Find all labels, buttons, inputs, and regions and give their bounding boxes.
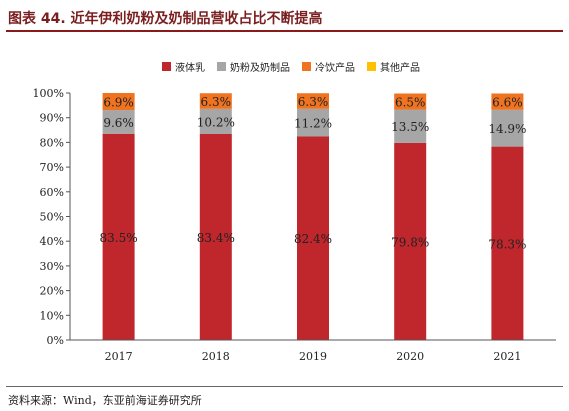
- y-tick-label: 0%: [47, 334, 64, 347]
- bar-segment: [491, 109, 524, 147]
- legend-label: 奶粉及奶制品: [230, 61, 290, 74]
- y-tick-label: 20%: [40, 285, 64, 298]
- y-tick-label: 40%: [40, 235, 64, 248]
- x-tick-label: 2017: [105, 350, 133, 363]
- bar-segment: [491, 146, 524, 340]
- data-label: 6.5%: [395, 96, 426, 110]
- y-tick-label: 30%: [40, 260, 64, 273]
- y-tick-label: 80%: [40, 136, 64, 149]
- y-tick-label: 100%: [33, 87, 64, 100]
- data-label: 9.6%: [103, 116, 134, 130]
- source-note: 资料来源：Wind，东亚前海证券研究所: [8, 394, 202, 407]
- y-axis: 0% 10% 20% 30% 40% 50% 60% 70% 80% 90% 100%: [33, 87, 71, 347]
- legend-swatch: [217, 62, 226, 71]
- x-axis: 2017 2018 2019 2020 2021: [70, 339, 556, 363]
- title-divider: [6, 30, 563, 32]
- y-tick-label: 50%: [40, 211, 64, 224]
- x-tick-label: 2019: [299, 350, 327, 363]
- bar-segment: [102, 93, 135, 111]
- y-tick-label: 70%: [40, 161, 64, 174]
- bar-segment: [199, 134, 232, 340]
- bar-segment: [102, 110, 135, 134]
- legend: 液体乳 奶粉及奶制品 冷饮产品 其他产品: [162, 61, 420, 74]
- chart-title: 图表 44. 近年伊利奶粉及奶制品营收占比不断提高: [8, 11, 323, 27]
- bar-segment: [394, 93, 427, 110]
- data-label: 78.3%: [488, 237, 526, 251]
- bars: 83.5% 9.6% 6.9% 83.4% 10.2% 6.3% 82.4% 11.2% 6.3…: [100, 93, 526, 340]
- data-label: 6.6%: [492, 96, 523, 110]
- x-tick-label: 2020: [396, 350, 424, 363]
- data-label: 11.2%: [294, 117, 332, 131]
- data-label: 83.4%: [197, 231, 235, 245]
- bar-segment: [199, 108, 232, 135]
- data-label: 83.5%: [100, 231, 138, 245]
- bar-segment: [491, 93, 524, 110]
- x-tick-label: 2018: [202, 350, 230, 363]
- data-label: 13.5%: [391, 120, 429, 134]
- bar-segment: [297, 108, 329, 137]
- legend-swatch: [367, 62, 376, 71]
- data-label: 6.3%: [298, 95, 329, 109]
- legend-label: 其他产品: [380, 61, 420, 74]
- legend-swatch: [162, 62, 171, 71]
- y-tick-label: 60%: [40, 186, 64, 199]
- data-label: 6.9%: [103, 96, 134, 110]
- bar-segment: [297, 136, 329, 340]
- data-label: 82.4%: [294, 232, 332, 246]
- legend-label: 液体乳: [175, 61, 205, 74]
- bar-segment: [394, 109, 427, 143]
- bar-segment: [199, 93, 232, 109]
- legend-label: 冷饮产品: [315, 61, 355, 74]
- y-tick-label: 90%: [40, 112, 64, 125]
- data-label: 10.2%: [197, 115, 235, 129]
- legend-swatch: [302, 62, 311, 71]
- x-tick-label: 2021: [493, 350, 521, 363]
- bar-segment: [297, 93, 329, 109]
- data-label: 14.9%: [488, 122, 526, 136]
- y-tick-label: 10%: [40, 309, 64, 322]
- data-label: 6.3%: [201, 95, 232, 109]
- footer-divider: [6, 386, 563, 387]
- bar-segment: [394, 142, 427, 340]
- data-label: 79.8%: [391, 235, 429, 249]
- bar-segment: [102, 133, 135, 340]
